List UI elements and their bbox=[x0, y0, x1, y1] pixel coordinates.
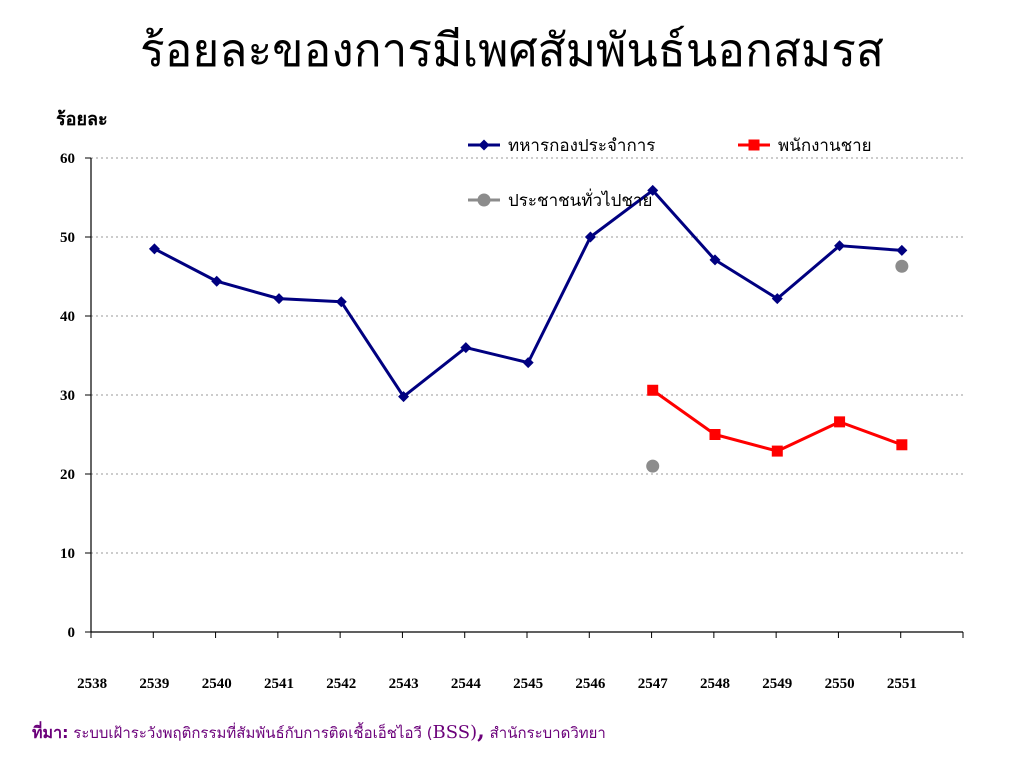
data-point-diamond bbox=[771, 293, 783, 305]
legend-item-1: ทหารกองประจำการ bbox=[468, 136, 655, 156]
data-point-diamond bbox=[522, 357, 534, 369]
series-line-segment bbox=[775, 420, 842, 453]
source-note: ที่มา: ระบบเฝ้าระวังพฤติกรรมที่สัมพันธ์ก… bbox=[32, 718, 606, 746]
grid-lines bbox=[91, 157, 963, 554]
y-tick-label: 40 bbox=[60, 309, 75, 325]
series-3 bbox=[646, 259, 909, 473]
source-text: ระบบเฝ้าระวังพฤติกรรมที่สัมพันธ์กับการติ… bbox=[73, 724, 422, 742]
y-tick-label: 30 bbox=[60, 388, 75, 404]
legend-item-2: พนักงานชาย bbox=[738, 136, 872, 156]
series-line-segment bbox=[713, 258, 779, 301]
source-label: ที่มา: bbox=[32, 723, 69, 742]
data-point-diamond bbox=[896, 244, 908, 256]
y-tick-label: 0 bbox=[68, 625, 76, 641]
x-tick-label: 2548 bbox=[700, 676, 730, 692]
series-line-segment bbox=[215, 279, 281, 301]
chart-title: ร้อยละของการมีเพศสัมพันธ์นอกสมรส bbox=[139, 23, 885, 77]
data-point-diamond bbox=[211, 275, 223, 287]
x-tick-label: 2544 bbox=[451, 676, 482, 692]
series-line-segment bbox=[402, 346, 468, 399]
source-paren: ( bbox=[426, 724, 433, 742]
x-tick-label: 2547 bbox=[638, 676, 669, 692]
y-tick-label: 50 bbox=[60, 230, 75, 246]
series-line-segment bbox=[464, 346, 530, 365]
data-point-diamond bbox=[647, 184, 659, 196]
x-tick-label: 2538 bbox=[77, 676, 107, 692]
data-point-diamond bbox=[460, 342, 472, 354]
data-point-circle bbox=[895, 259, 909, 273]
series-line-segment bbox=[838, 420, 904, 447]
x-tick-label: 2542 bbox=[326, 676, 356, 692]
legend-label: ประชาชนทั่วไปชาย bbox=[508, 188, 652, 211]
x-tick-label: 2539 bbox=[139, 676, 169, 692]
y-axis-label: ร้อยละ bbox=[56, 109, 108, 130]
x-tick-label: 2541 bbox=[264, 676, 294, 692]
data-point-circle bbox=[477, 193, 491, 207]
data-point-square bbox=[771, 445, 783, 457]
x-tick-label: 2549 bbox=[762, 676, 792, 692]
data-point-square bbox=[647, 384, 659, 396]
data-point-diamond bbox=[273, 293, 285, 305]
y-tick-label: 60 bbox=[60, 151, 75, 167]
x-tick-label: 2545 bbox=[513, 676, 543, 692]
series-layer bbox=[148, 184, 909, 473]
x-tick-label: 2540 bbox=[202, 676, 232, 692]
series-line-segment bbox=[775, 244, 842, 301]
axes: 0 10 20 30 40 50 60 2538 2539 2540 2541 2542 2543 254… bbox=[60, 151, 964, 692]
source-agency: สำนักระบาดวิทยา bbox=[489, 724, 606, 742]
x-tick-label: 2550 bbox=[825, 676, 855, 692]
series-line-segment bbox=[713, 433, 779, 453]
series-line-segment bbox=[339, 300, 406, 399]
source-comma: , bbox=[477, 718, 485, 744]
data-point-square bbox=[748, 139, 760, 151]
data-point-square bbox=[709, 429, 721, 440]
data-point-circle bbox=[646, 459, 660, 473]
data-point-square bbox=[896, 439, 908, 451]
series-line-segment bbox=[651, 188, 717, 262]
data-point-diamond bbox=[478, 139, 490, 151]
data-point-diamond bbox=[584, 231, 596, 243]
series-line-segment bbox=[588, 188, 655, 239]
data-point-diamond bbox=[398, 391, 410, 403]
x-tick-label: 2551 bbox=[887, 676, 917, 692]
data-point-diamond bbox=[335, 296, 347, 308]
legend: ทหารกองประจำการ พนักงานชายประชาชนทั่วไปชา… bbox=[468, 136, 872, 211]
legend-item-3: ประชาชนทั่วไปชาย bbox=[468, 188, 652, 211]
series-line-segment bbox=[526, 235, 592, 365]
data-point-diamond bbox=[709, 254, 721, 266]
source-bss: BSS) bbox=[432, 722, 478, 743]
y-tick-label: 20 bbox=[60, 467, 75, 483]
legend-label: ทหารกองประจำการ bbox=[508, 136, 655, 156]
series-line-segment bbox=[152, 247, 219, 283]
data-point-square bbox=[834, 416, 846, 428]
series-1 bbox=[148, 184, 908, 403]
series-line-segment bbox=[838, 244, 904, 252]
series-line-segment bbox=[277, 297, 343, 304]
series-line-segment bbox=[651, 388, 717, 436]
series-2 bbox=[647, 384, 908, 457]
legend-label: พนักงานชาย bbox=[778, 136, 872, 156]
data-point-diamond bbox=[148, 243, 160, 255]
data-point-diamond bbox=[834, 240, 846, 252]
y-tick-label: 10 bbox=[60, 546, 75, 562]
x-tick-label: 2546 bbox=[575, 676, 606, 692]
x-tick-label: 2543 bbox=[389, 676, 419, 692]
